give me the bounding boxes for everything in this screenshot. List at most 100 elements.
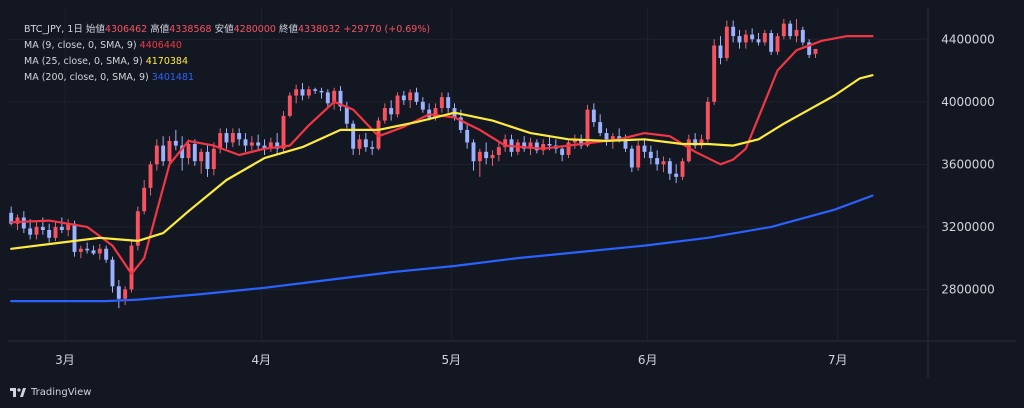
candle-body	[161, 145, 166, 162]
candle-body	[560, 148, 565, 155]
candle-body	[439, 97, 444, 109]
candle-body	[471, 142, 476, 162]
candle-body	[218, 133, 223, 149]
ma200-legend[interactable]: MA (200, close, 0, SMA, 9) 3401481	[24, 70, 430, 86]
price-tick-label: 4400000	[941, 32, 994, 46]
candle-body	[142, 187, 147, 212]
ma25-line	[10, 74, 874, 250]
candle-body	[414, 92, 419, 102]
candle-body	[623, 139, 628, 149]
candle-body	[775, 36, 780, 52]
candle-body	[737, 36, 742, 43]
price-tick-label: 3600000	[941, 157, 994, 171]
candle-body	[224, 133, 229, 143]
candle-body	[705, 101, 710, 140]
candle-body	[465, 129, 470, 143]
tradingview-logo[interactable]: TradingView	[10, 387, 91, 398]
candle-body	[769, 33, 774, 52]
candle-body	[205, 151, 210, 170]
candle-body	[762, 33, 767, 43]
candle-body	[534, 142, 539, 151]
candle-body	[446, 97, 451, 109]
candle-body	[724, 26, 729, 59]
plot-background	[8, 8, 1016, 378]
low-label: 安値	[214, 24, 234, 35]
candle-body	[363, 139, 368, 148]
candle-body	[66, 223, 71, 230]
candle-body	[85, 248, 90, 251]
candle-body	[788, 23, 793, 37]
candle-body	[40, 226, 45, 230]
candle-body	[572, 139, 577, 143]
high-label: 高値	[150, 24, 170, 35]
candle-body	[262, 145, 267, 149]
chart-legend: BTC_JPY, 1日 始値4306462 高値4338568 安値428000…	[24, 22, 430, 86]
candle-body	[21, 217, 26, 229]
candle-body	[693, 139, 698, 146]
candle-body	[135, 211, 140, 246]
time-axis[interactable]: 3月 4月 5月 6月 7月	[55, 353, 847, 367]
candle-body	[325, 92, 330, 104]
candle-body	[34, 226, 39, 235]
candle-body	[230, 133, 235, 143]
candle-body	[750, 34, 755, 40]
candle-body	[351, 123, 356, 149]
candle-body	[249, 142, 254, 146]
ma200-value: 3401481	[151, 72, 195, 83]
candle-body	[686, 139, 691, 162]
candle-body	[268, 142, 273, 149]
candle-body	[243, 139, 248, 146]
candle-body	[294, 89, 299, 96]
candle-body	[661, 161, 666, 165]
candle-body	[420, 101, 425, 110]
candle-body	[123, 289, 128, 299]
candle-body	[528, 142, 533, 149]
low-value: 4280000	[233, 24, 276, 35]
candle-body	[496, 147, 501, 155]
candle-body	[313, 89, 318, 91]
close-label: 終値	[278, 24, 298, 35]
candle-body	[547, 144, 552, 146]
candlestick-chart[interactable]: 2800000 3200000 3600000 4000000 4400000 3月 4月…	[8, 8, 1016, 378]
candle-body	[794, 29, 799, 37]
candle-body	[800, 29, 805, 43]
candle-body	[598, 122, 603, 134]
candle-body	[781, 23, 786, 37]
candle-body	[648, 151, 653, 159]
candle-body	[813, 48, 818, 54]
change-value: +29770 (+0.69%)	[343, 24, 431, 35]
ma25-name: MA (25, close, 0, SMA, 9)	[24, 56, 143, 67]
candle-body	[186, 144, 191, 159]
candle-body	[59, 226, 64, 230]
candle-body	[389, 108, 394, 115]
candle-body	[541, 144, 546, 151]
candle-body	[743, 34, 748, 43]
candle-body	[807, 42, 812, 55]
candle-body	[9, 212, 14, 224]
chart-frame: 2800000 3200000 3600000 4000000 4400000 3月 4月…	[8, 8, 1016, 378]
time-tick-label: 5月	[442, 353, 462, 367]
candle-body	[712, 45, 717, 102]
candle-body	[585, 109, 590, 146]
ma9-value: 4406440	[139, 40, 182, 51]
candle-body	[617, 136, 622, 140]
candle-body	[484, 151, 489, 159]
candle-body	[477, 151, 482, 162]
ma25-legend[interactable]: MA (25, close, 0, SMA, 9) 4170384	[24, 54, 430, 70]
candle-body	[458, 117, 463, 130]
candle-body	[667, 161, 672, 174]
symbol-title[interactable]: BTC_JPY, 1日	[24, 24, 83, 35]
candle-body	[636, 145, 641, 168]
candle-body	[180, 145, 185, 159]
candle-body	[680, 161, 685, 177]
candle-body	[104, 248, 109, 260]
candle-body	[167, 140, 172, 162]
price-axis[interactable]: 2800000 3200000 3600000 4000000 4400000	[941, 32, 994, 296]
time-tick-label: 4月	[252, 353, 272, 367]
ohlc-legend: BTC_JPY, 1日 始値4306462 高値4338568 安値428000…	[24, 22, 430, 38]
moving-averages-layer	[10, 35, 874, 303]
candle-body	[401, 95, 406, 101]
close-value: 4338032	[297, 24, 341, 35]
candle-body	[756, 39, 761, 43]
ma9-legend[interactable]: MA (9, close, 0, SMA, 9) 4406440	[24, 38, 430, 54]
